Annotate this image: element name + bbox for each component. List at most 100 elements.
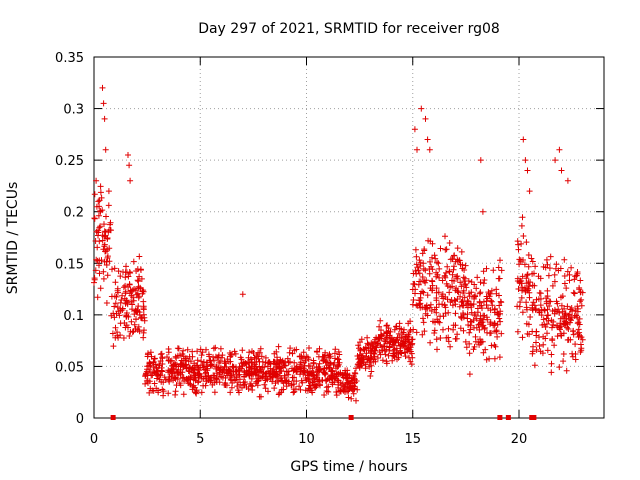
data-point — [435, 289, 442, 296]
data-point — [556, 364, 563, 371]
data-point — [235, 367, 242, 374]
data-point — [575, 305, 581, 312]
data-point — [470, 301, 477, 308]
data-point — [120, 335, 127, 341]
data-point — [546, 303, 553, 309]
data-point — [130, 294, 137, 301]
data-point — [99, 84, 106, 91]
data-point — [248, 382, 255, 389]
data-point — [115, 289, 121, 296]
data-point — [566, 271, 573, 278]
data-point — [462, 275, 469, 282]
data-point — [416, 278, 423, 285]
data-point — [154, 368, 161, 375]
data-point — [285, 359, 292, 366]
data-point — [122, 282, 129, 289]
data-point — [540, 341, 547, 348]
data-point — [488, 297, 494, 304]
data-point — [156, 361, 163, 368]
data-point — [480, 322, 487, 329]
data-point — [548, 360, 555, 367]
data-point — [342, 375, 349, 382]
data-point — [104, 254, 111, 261]
data-point — [159, 354, 166, 361]
data-point — [525, 252, 532, 258]
y-tick-label: 0.3 — [63, 103, 84, 118]
data-point — [497, 308, 504, 315]
data-point — [223, 382, 230, 389]
data-point — [519, 334, 526, 341]
data-point — [322, 370, 329, 377]
data-point — [393, 323, 400, 330]
data-point — [451, 263, 457, 270]
data-point — [557, 320, 564, 327]
data-point — [439, 277, 446, 284]
data-point — [579, 289, 586, 296]
data-point — [402, 353, 409, 360]
data-point — [421, 247, 428, 254]
data-point — [565, 336, 572, 343]
data-point — [180, 391, 187, 398]
data-point — [466, 329, 473, 336]
data-point — [184, 365, 190, 372]
data-point — [577, 341, 584, 348]
data-point — [460, 327, 467, 334]
data-point — [410, 326, 417, 333]
data-point — [472, 292, 478, 299]
data-point — [433, 309, 440, 316]
data-point — [474, 274, 481, 281]
data-point — [560, 351, 567, 357]
data-point — [157, 372, 164, 379]
data-point — [296, 383, 303, 390]
data-point — [458, 315, 465, 322]
data-point — [275, 378, 282, 385]
data-point — [519, 309, 526, 316]
data-point — [315, 378, 322, 385]
data-point — [572, 307, 579, 314]
data-point — [150, 368, 157, 375]
data-point — [562, 310, 569, 317]
data-point — [405, 331, 412, 338]
data-point — [532, 263, 539, 270]
data-point — [415, 267, 422, 274]
data-point — [110, 343, 117, 350]
data-point — [400, 337, 407, 344]
data-point — [571, 290, 578, 297]
x-tick-label: 5 — [196, 432, 204, 447]
data-point — [151, 380, 158, 387]
data-point — [537, 275, 544, 282]
data-point — [409, 354, 416, 361]
data-point — [463, 344, 470, 351]
data-point — [561, 280, 568, 287]
data-point — [483, 302, 490, 308]
zero-value-marker — [531, 415, 537, 420]
data-point — [133, 268, 140, 274]
x-tick-label: 20 — [511, 432, 528, 447]
data-point — [397, 342, 404, 349]
data-point — [419, 304, 426, 311]
data-point — [93, 228, 100, 235]
data-point — [449, 277, 455, 284]
data-point — [414, 264, 421, 271]
data-point — [205, 351, 212, 358]
data-point — [526, 294, 533, 301]
data-point — [454, 296, 461, 302]
data-point — [246, 364, 253, 371]
data-point — [492, 305, 498, 312]
data-point — [210, 372, 217, 379]
data-point — [131, 321, 138, 328]
data-point — [211, 357, 217, 364]
data-point — [442, 310, 449, 317]
data-point — [262, 385, 269, 392]
data-point — [480, 280, 487, 287]
data-point — [123, 263, 129, 270]
data-point — [450, 326, 457, 333]
data-point — [245, 385, 252, 392]
data-point — [395, 330, 402, 337]
data-point — [373, 344, 380, 351]
data-point — [355, 342, 362, 349]
data-point — [323, 364, 330, 371]
data-point — [419, 274, 426, 280]
data-point — [313, 364, 320, 371]
data-point — [387, 335, 394, 342]
